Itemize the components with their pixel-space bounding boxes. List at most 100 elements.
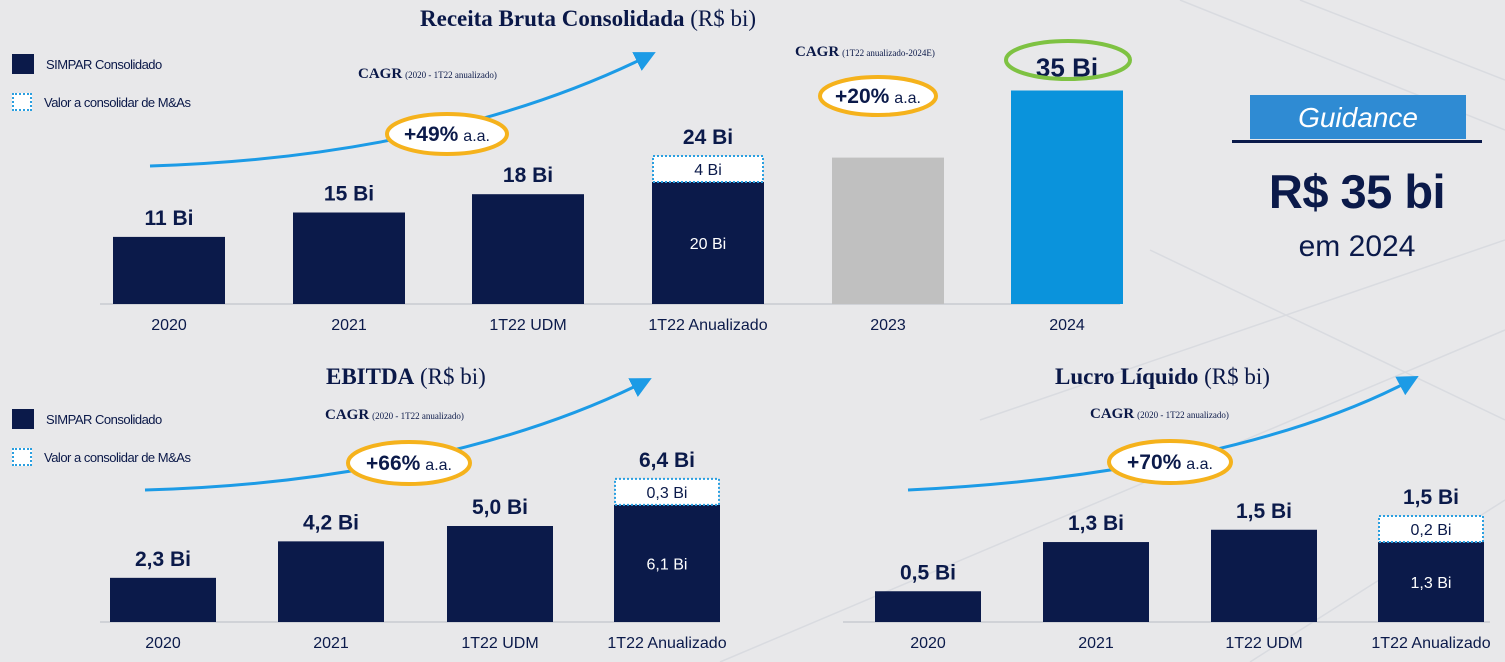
chart-group-0 bbox=[100, 90, 1123, 305]
x-tick-label: 1T22 UDM bbox=[461, 635, 538, 652]
cagr-value: +49% bbox=[404, 123, 459, 146]
highlight-ring-2024 bbox=[1004, 39, 1132, 81]
legend-swatch-dashed bbox=[12, 448, 32, 466]
cagr-badge-ebitda-ellipse bbox=[346, 440, 472, 486]
chart-title-ebitda-main: EBITDA bbox=[326, 364, 415, 389]
bar-total-label: 6,4 Bi bbox=[639, 449, 695, 472]
bar-total-label: 0,5 Bi bbox=[900, 561, 956, 584]
bar bbox=[110, 577, 216, 622]
bar-total-label: 5,0 Bi bbox=[472, 496, 528, 519]
cagr-period: (2020 - 1T22 anualizado) bbox=[1137, 410, 1229, 420]
bar bbox=[113, 236, 225, 304]
legend-item-ma: Valor a consolidar de M&As bbox=[12, 90, 191, 114]
x-tick-label: 2020 bbox=[910, 635, 946, 652]
x-tick-label: 2021 bbox=[313, 635, 349, 652]
legend-ebitda: SIMPAR Consolidado Valor a consolidar de… bbox=[12, 407, 191, 483]
legend-label-ma: Valor a consolidar de M&As bbox=[44, 449, 191, 465]
bar-total-label: 4,2 Bi bbox=[303, 511, 359, 534]
guidance-tag: Guidance bbox=[1250, 95, 1466, 139]
bar-addon-label: 4 Bi bbox=[694, 162, 722, 179]
x-tick-label: 1T22 Anualizado bbox=[648, 317, 767, 334]
bar-total-label: 11 Bi bbox=[144, 207, 193, 230]
bar-addon-label: 0,2 Bi bbox=[1411, 522, 1452, 539]
guidance-subtitle: em 2024 bbox=[1298, 230, 1416, 263]
cagr-unit: a.a. bbox=[425, 457, 452, 474]
bar bbox=[832, 157, 944, 304]
legend-swatch-dashed bbox=[12, 93, 32, 111]
cagr-badge-net-income-text: +70% a.a. bbox=[1127, 451, 1213, 474]
cagr-unit: a.a. bbox=[463, 128, 490, 145]
cagr-label-revenue-1: CAGR (2020 - 1T22 anualizado) bbox=[358, 66, 497, 83]
cagr-word: CAGR bbox=[358, 66, 403, 82]
cagr-word: CAGR bbox=[325, 407, 370, 423]
legend-swatch-solid bbox=[12, 409, 34, 429]
cagr-word: CAGR bbox=[1090, 406, 1135, 422]
x-tick-label: 2021 bbox=[1078, 635, 1114, 652]
legend-item-ma: Valor a consolidar de M&As bbox=[12, 445, 191, 469]
x-tick-label: 1T22 UDM bbox=[489, 317, 566, 334]
chart-group-2 bbox=[843, 515, 1490, 623]
bar-total-label: 18 Bi bbox=[503, 164, 553, 187]
legend-label-ma: Valor a consolidar de M&As bbox=[44, 94, 191, 110]
bar-addon-label: 0,3 Bi bbox=[647, 485, 688, 502]
bar bbox=[278, 541, 384, 622]
chart-title-net-income: Lucro Líquido (R$ bi) bbox=[1055, 364, 1270, 390]
cagr-word: CAGR bbox=[795, 44, 840, 60]
guidance-panel: Guidance R$ 35 bi em 2024 bbox=[1232, 92, 1482, 272]
x-tick-label: 1T22 Anualizado bbox=[1371, 635, 1490, 652]
x-tick-label: 2021 bbox=[331, 317, 367, 334]
cagr-label-net-income: CAGR (2020 - 1T22 anualizado) bbox=[1090, 406, 1229, 423]
legend-item-consolidated: SIMPAR Consolidado bbox=[12, 52, 190, 76]
cagr-badge-revenue-2-text: +20% a.a. bbox=[835, 85, 921, 108]
chart-title-ebitda-unit: (R$ bi) bbox=[419, 364, 486, 389]
bar bbox=[614, 504, 720, 622]
x-tick-label: 2020 bbox=[145, 635, 181, 652]
cagr-badge-revenue-1-text: +49% a.a. bbox=[404, 123, 490, 146]
x-tick-label: 1T22 UDM bbox=[1225, 635, 1302, 652]
bar-segment-label: 1,3 Bi bbox=[1411, 575, 1452, 592]
chart-title-net-income-unit: (R$ bi) bbox=[1204, 364, 1270, 389]
bar bbox=[875, 591, 981, 622]
chart-title-revenue-unit: (R$ bi) bbox=[690, 6, 757, 31]
guidance-value: R$ 35 bi bbox=[1268, 165, 1446, 218]
chart-title-revenue: Receita Bruta Consolidada (R$ bi) bbox=[420, 6, 756, 32]
chart-title-revenue-main: Receita Bruta Consolidada bbox=[420, 6, 685, 31]
cagr-unit: a.a. bbox=[894, 90, 921, 107]
cagr-label-revenue-2: CAGR (1T22 anualizado-2024E) bbox=[795, 44, 935, 61]
cagr-label-ebitda: CAGR (2020 - 1T22 anualizado) bbox=[325, 407, 464, 424]
bar-total-label: 2,3 Bi bbox=[135, 548, 191, 571]
cagr-badge-revenue-2-ellipse bbox=[818, 75, 938, 117]
bar bbox=[1043, 542, 1149, 622]
growth-arrow bbox=[149, 52, 656, 168]
chart-group-1 bbox=[100, 477, 720, 623]
bar-segment-label: 20 Bi bbox=[690, 236, 726, 253]
bar-addon bbox=[1378, 515, 1484, 544]
legend-swatch-solid bbox=[12, 54, 34, 74]
bar bbox=[472, 194, 584, 304]
bar bbox=[1011, 90, 1123, 304]
guidance-divider bbox=[1232, 140, 1482, 143]
legend-label-consolidated: SIMPAR Consolidado bbox=[46, 56, 162, 72]
cagr-value: +70% bbox=[1127, 451, 1182, 474]
bar-total-label: 1,5 Bi bbox=[1403, 486, 1459, 509]
cagr-value: +66% bbox=[366, 452, 421, 475]
bar-addon bbox=[652, 155, 764, 183]
chart-title-net-income-main: Lucro Líquido bbox=[1055, 364, 1199, 389]
bar-addon bbox=[614, 477, 720, 506]
cagr-period: (1T22 anualizado-2024E) bbox=[842, 48, 935, 58]
bar-segment-label: 6,1 Bi bbox=[647, 556, 688, 573]
x-tick-label: 1T22 Anualizado bbox=[607, 635, 726, 652]
legend-label-consolidated: SIMPAR Consolidado bbox=[46, 411, 162, 427]
x-tick-label: 2023 bbox=[870, 317, 906, 334]
legend-item-consolidated: SIMPAR Consolidado bbox=[12, 407, 190, 431]
cagr-badge-revenue-1-ellipse bbox=[385, 112, 509, 156]
cagr-period: (2020 - 1T22 anualizado) bbox=[372, 411, 464, 421]
bar bbox=[293, 212, 405, 304]
cagr-badge-net-income-ellipse bbox=[1107, 439, 1233, 485]
chart-title-ebitda: EBITDA (R$ bi) bbox=[326, 364, 486, 390]
bar-total-label: 1,3 Bi bbox=[1068, 512, 1124, 535]
cagr-badge-ebitda-text: +66% a.a. bbox=[366, 452, 452, 475]
bar bbox=[1211, 529, 1317, 622]
legend-revenue: SIMPAR Consolidado Valor a consolidar de… bbox=[12, 52, 191, 128]
